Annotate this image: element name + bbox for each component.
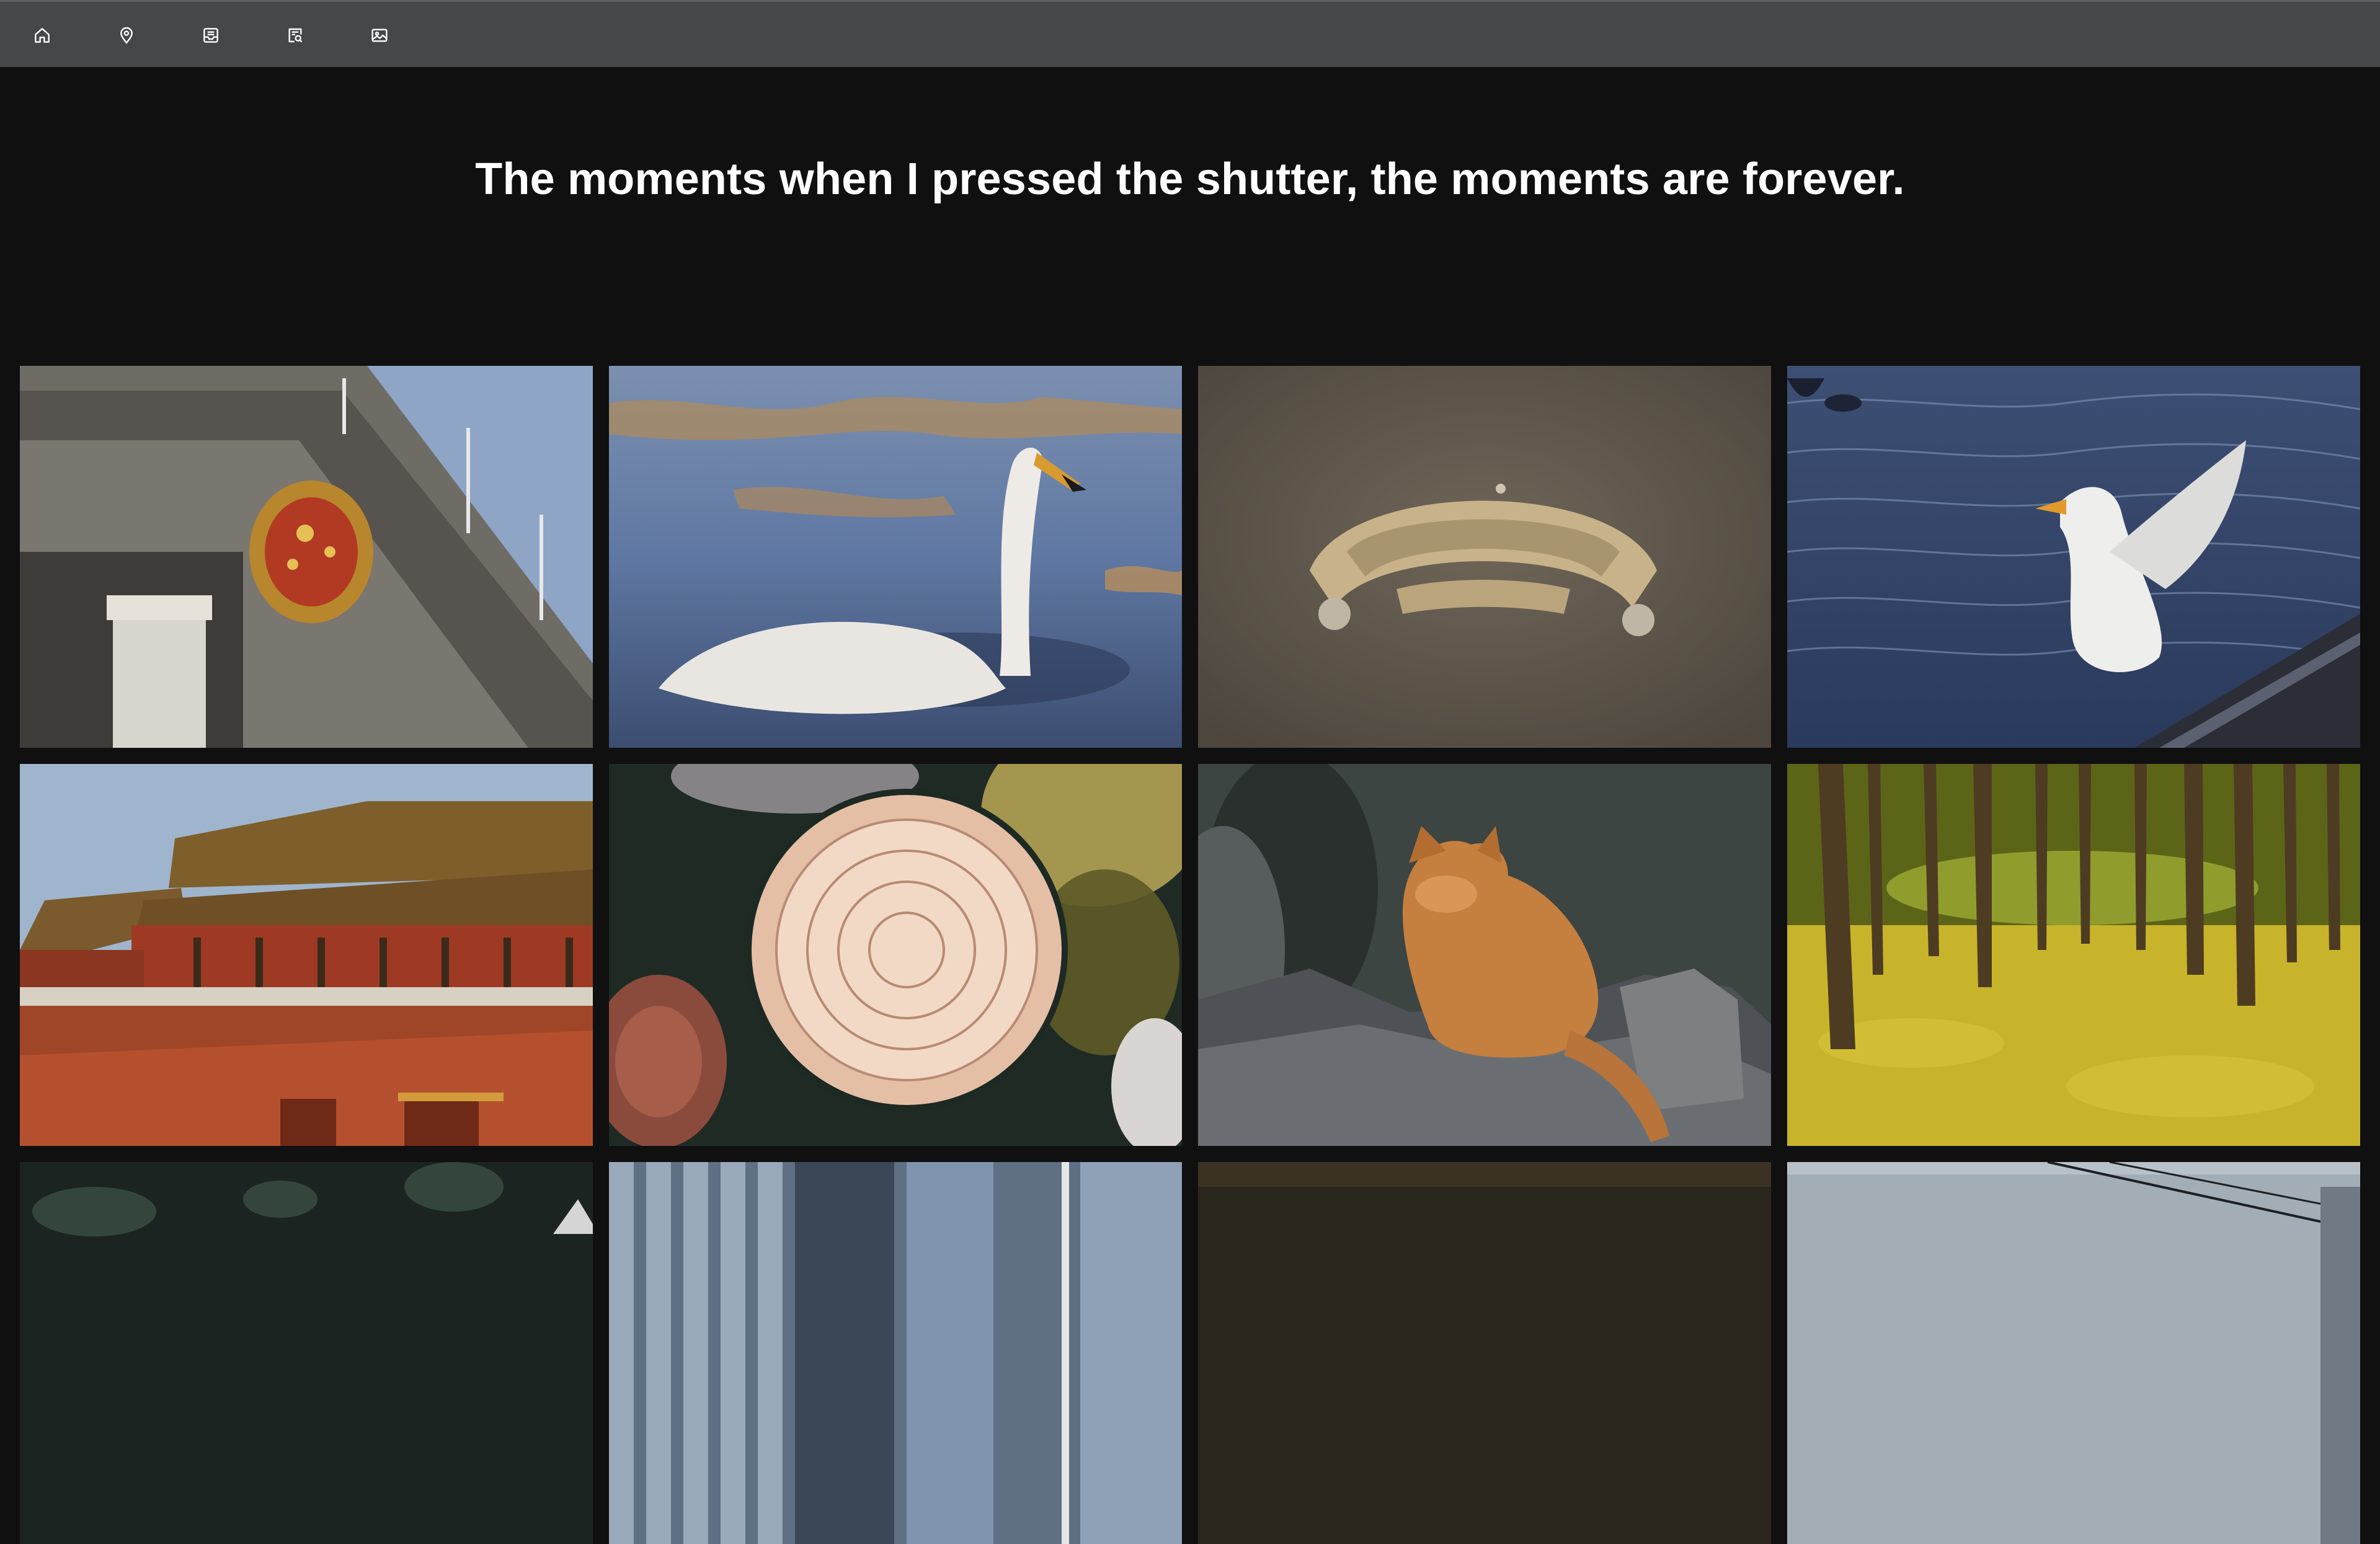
home-icon[interactable]: [31, 24, 53, 47]
top-nav-bar: [0, 0, 2380, 67]
photo-dark-soil[interactable]: [1198, 1162, 1771, 1544]
photo-swan[interactable]: [609, 366, 1182, 748]
photo-national-emblem[interactable]: [20, 366, 593, 748]
photo-bridge-cables[interactable]: [1787, 1162, 2360, 1544]
photo-white-duck[interactable]: [1787, 366, 2360, 748]
photo-ginkgo-forest[interactable]: [1787, 764, 2360, 1146]
photo-orange-cat[interactable]: [1198, 764, 1771, 1146]
inbox-icon[interactable]: [200, 24, 222, 47]
map-pin-icon[interactable]: [115, 24, 138, 47]
image-icon[interactable]: [368, 24, 391, 47]
photo-glass-building[interactable]: [609, 1162, 1182, 1544]
photo-garden-plants[interactable]: [20, 1162, 593, 1544]
photo-chrysanthemum[interactable]: [609, 764, 1182, 1146]
page-headline: The moments when I pressed the shutter, …: [475, 154, 1905, 204]
photo-jade-ornament[interactable]: [1198, 366, 1771, 748]
photo-palace-gate[interactable]: [20, 764, 593, 1146]
blog-search-icon[interactable]: [284, 24, 306, 47]
